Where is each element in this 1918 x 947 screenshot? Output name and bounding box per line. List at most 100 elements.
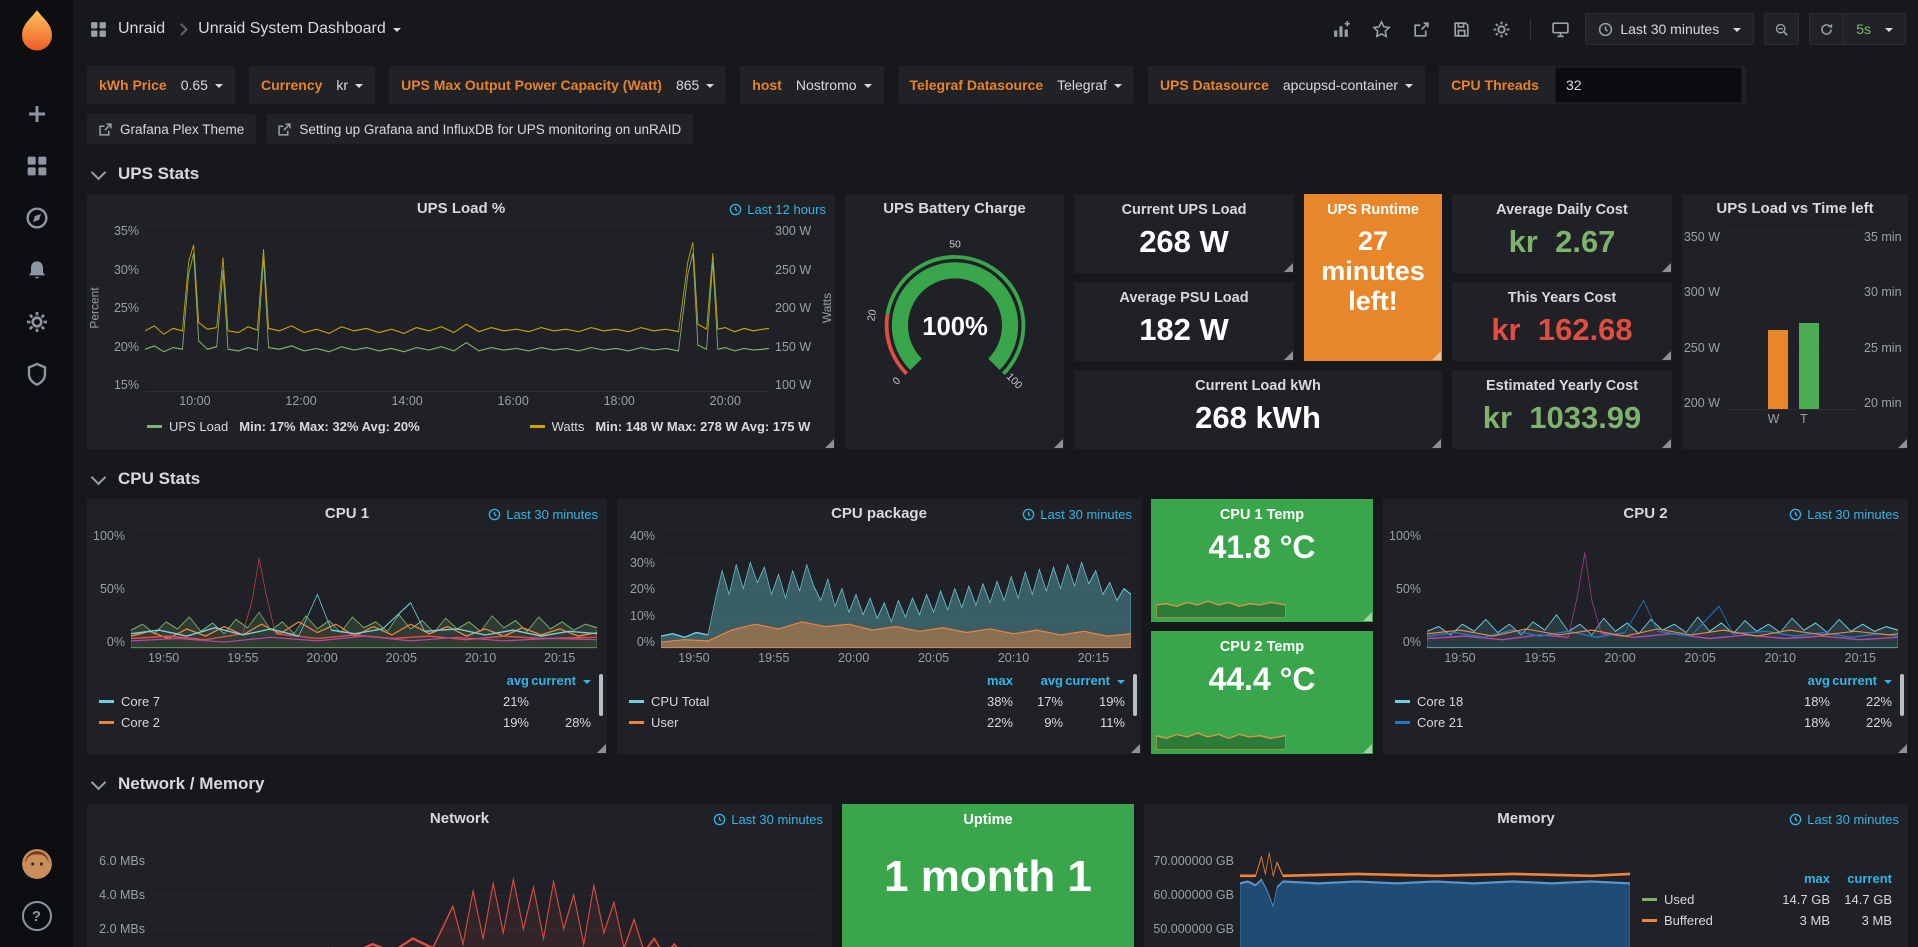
ups-load-plot[interactable] xyxy=(145,224,769,392)
panel-title[interactable]: CPU 1 Temp xyxy=(1151,499,1373,523)
bar-plot[interactable] xyxy=(1726,230,1858,410)
variable-value[interactable]: Telegraf xyxy=(1055,77,1134,93)
cpu-threads-input[interactable] xyxy=(1555,67,1742,103)
dashboard-settings-gear-button[interactable] xyxy=(1486,14,1516,44)
y-axis-left: 100%50%0% xyxy=(1383,529,1427,649)
alerting-bell-icon[interactable] xyxy=(25,258,49,282)
variable-value[interactable]: 0.65 xyxy=(179,77,235,93)
dashboard-link-plex-theme[interactable]: Grafana Plex Theme xyxy=(87,114,256,144)
variable-value[interactable]: apcupsd-container xyxy=(1281,77,1425,93)
variable-telegraf-datasource[interactable]: Telegraf Datasource Telegraf xyxy=(898,66,1134,104)
variable-ups-max-power[interactable]: UPS Max Output Power Capacity (Watt) 865 xyxy=(389,66,726,104)
dashboard-content: kWh Price 0.65 Currency kr UPS Max Outpu… xyxy=(73,58,1918,947)
time-range-badge: Last 30 minutes xyxy=(713,812,823,827)
server-admin-shield-icon[interactable] xyxy=(25,362,49,386)
panel-cpu2-temp: CPU 2 Temp 44.4 °C xyxy=(1151,631,1373,754)
variable-value[interactable]: 865 xyxy=(674,77,726,93)
variable-currency[interactable]: Currency kr xyxy=(249,66,375,104)
legend-series-watts[interactable]: WattsMin: 148 W Max: 278 W Avg: 175 W xyxy=(530,419,811,434)
time-range-badge: Last 30 minutes xyxy=(1022,507,1132,522)
template-variables: kWh Price 0.65 Currency kr UPS Max Outpu… xyxy=(87,66,1908,104)
configuration-gear-icon[interactable] xyxy=(25,310,49,334)
variable-value[interactable]: Nostromo xyxy=(794,77,884,93)
bar-time-left[interactable] xyxy=(1799,323,1819,409)
panel-title[interactable]: Average PSU Load xyxy=(1074,282,1294,306)
chevron-down-icon xyxy=(91,774,107,790)
create-plus-icon[interactable] xyxy=(25,102,49,126)
panel-title[interactable]: Average Daily Cost xyxy=(1452,194,1672,218)
legend-series-ups-load[interactable]: UPS LoadMin: 17% Max: 32% Avg: 20% xyxy=(147,419,420,434)
cpu-package-plot[interactable] xyxy=(661,529,1131,649)
panel-title[interactable]: Estimated Yearly Cost xyxy=(1452,370,1672,394)
gauge-value: 100% xyxy=(922,313,988,341)
legend-scrollbar[interactable] xyxy=(599,674,603,716)
breadcrumb-app[interactable]: Unraid xyxy=(118,20,165,38)
cpu1-plot[interactable] xyxy=(131,529,597,649)
dashboard-link-ups-guide[interactable]: Setting up Grafana and InfluxDB for UPS … xyxy=(266,114,693,144)
variable-ups-datasource[interactable]: UPS Datasource apcupsd-container xyxy=(1148,66,1425,104)
sparkline xyxy=(1156,592,1286,618)
panel-title[interactable]: UPS Battery Charge xyxy=(845,194,1064,224)
legend-table: maxavgcurrent CPU Total38%17%19% User22%… xyxy=(617,670,1141,733)
variable-kwh-price[interactable]: kWh Price 0.65 xyxy=(87,66,235,104)
panel-average-daily-cost: Average Daily Cost kr 2.67 xyxy=(1452,194,1672,273)
help-icon[interactable]: ? xyxy=(22,901,52,931)
dashboard-title[interactable]: Unraid System Dashboard xyxy=(198,20,386,38)
panel-title[interactable]: UPS Runtime xyxy=(1304,194,1442,218)
variable-value[interactable]: kr xyxy=(334,77,375,93)
panel-title[interactable]: Current Load kWh xyxy=(1074,370,1442,394)
panel-title[interactable]: UPS Load % xyxy=(87,194,835,224)
legend-table: avgcurrent Core 1818%22% Core 2118%22% xyxy=(1383,670,1908,733)
stat-value: kr 162.68 xyxy=(1452,312,1672,348)
variable-label: Currency xyxy=(249,77,334,93)
refresh-button[interactable] xyxy=(1809,13,1844,45)
user-avatar[interactable] xyxy=(22,849,52,879)
section-header-network-memory[interactable]: Network / Memory xyxy=(89,774,1908,794)
star-favorite-button[interactable] xyxy=(1366,14,1396,44)
refresh-interval-dropdown[interactable]: 5s xyxy=(1844,13,1906,45)
add-panel-button[interactable] xyxy=(1326,14,1356,44)
network-memory-row: Network Last 30 minutes 6.0 MBs 4.0 MBs … xyxy=(87,804,1908,947)
share-button[interactable] xyxy=(1406,14,1436,44)
panel-title[interactable]: CPU 2 Temp xyxy=(1151,631,1373,655)
refresh-interval-label: 5s xyxy=(1856,21,1871,37)
svg-text:100: 100 xyxy=(1003,372,1023,392)
variable-host[interactable]: host Nostromo xyxy=(740,66,883,104)
section-header-ups-stats[interactable]: UPS Stats xyxy=(89,164,1908,184)
ups-stat-grid: Current UPS Load 268 W UPS Runtime 27 mi… xyxy=(1074,194,1442,449)
zoom-out-button[interactable] xyxy=(1764,13,1799,45)
bar-watts[interactable] xyxy=(1768,330,1788,409)
network-plot[interactable] xyxy=(151,834,822,947)
panel-title[interactable]: UPS Load vs Time left xyxy=(1682,194,1908,224)
panel-title[interactable]: Uptime xyxy=(842,804,1134,828)
section-header-cpu-stats[interactable]: CPU Stats xyxy=(89,469,1908,489)
panel-ups-battery-charge: UPS Battery Charge 0 20 50 100 100% xyxy=(845,194,1064,449)
panel-title[interactable]: Current UPS Load xyxy=(1074,194,1294,218)
panel-title[interactable]: This Years Cost xyxy=(1452,282,1672,306)
save-button[interactable] xyxy=(1446,14,1476,44)
memory-plot[interactable] xyxy=(1240,834,1630,947)
legend-scrollbar[interactable] xyxy=(1133,674,1137,716)
legend-scrollbar[interactable] xyxy=(1900,674,1904,716)
x-axis: WT xyxy=(1726,412,1858,431)
caret-down-icon[interactable] xyxy=(393,28,401,36)
clock-icon xyxy=(729,203,742,216)
series-color-dash xyxy=(147,425,162,428)
refresh-group: 5s xyxy=(1809,13,1906,45)
y-axis-left: 6.0 MBs 4.0 MBs 2.0 MBs xyxy=(87,834,151,947)
variable-cpu-threads[interactable]: CPU Threads xyxy=(1439,66,1746,104)
time-picker-button[interactable]: Last 30 minutes xyxy=(1585,13,1754,45)
panel-cpu1-temp: CPU 1 Temp 41.8 °C xyxy=(1151,499,1373,622)
grafana-logo-icon[interactable] xyxy=(14,8,60,54)
tv-cycle-view-button[interactable] xyxy=(1545,14,1575,44)
legend-row: Buffered3 MB3 MB xyxy=(1642,910,1892,931)
legend-row: Core 2118%22% xyxy=(1395,712,1892,733)
explore-compass-icon[interactable] xyxy=(25,206,49,230)
apps-grid-icon[interactable] xyxy=(89,20,108,39)
variable-label: host xyxy=(740,77,794,93)
variable-label: UPS Datasource xyxy=(1148,77,1281,93)
dashboards-icon[interactable] xyxy=(25,154,49,178)
panel-ups-runtime: UPS Runtime 27 minutes left! xyxy=(1304,194,1442,361)
breadcrumb: Unraid Unraid System Dashboard xyxy=(89,20,401,39)
cpu2-plot[interactable] xyxy=(1427,529,1898,649)
